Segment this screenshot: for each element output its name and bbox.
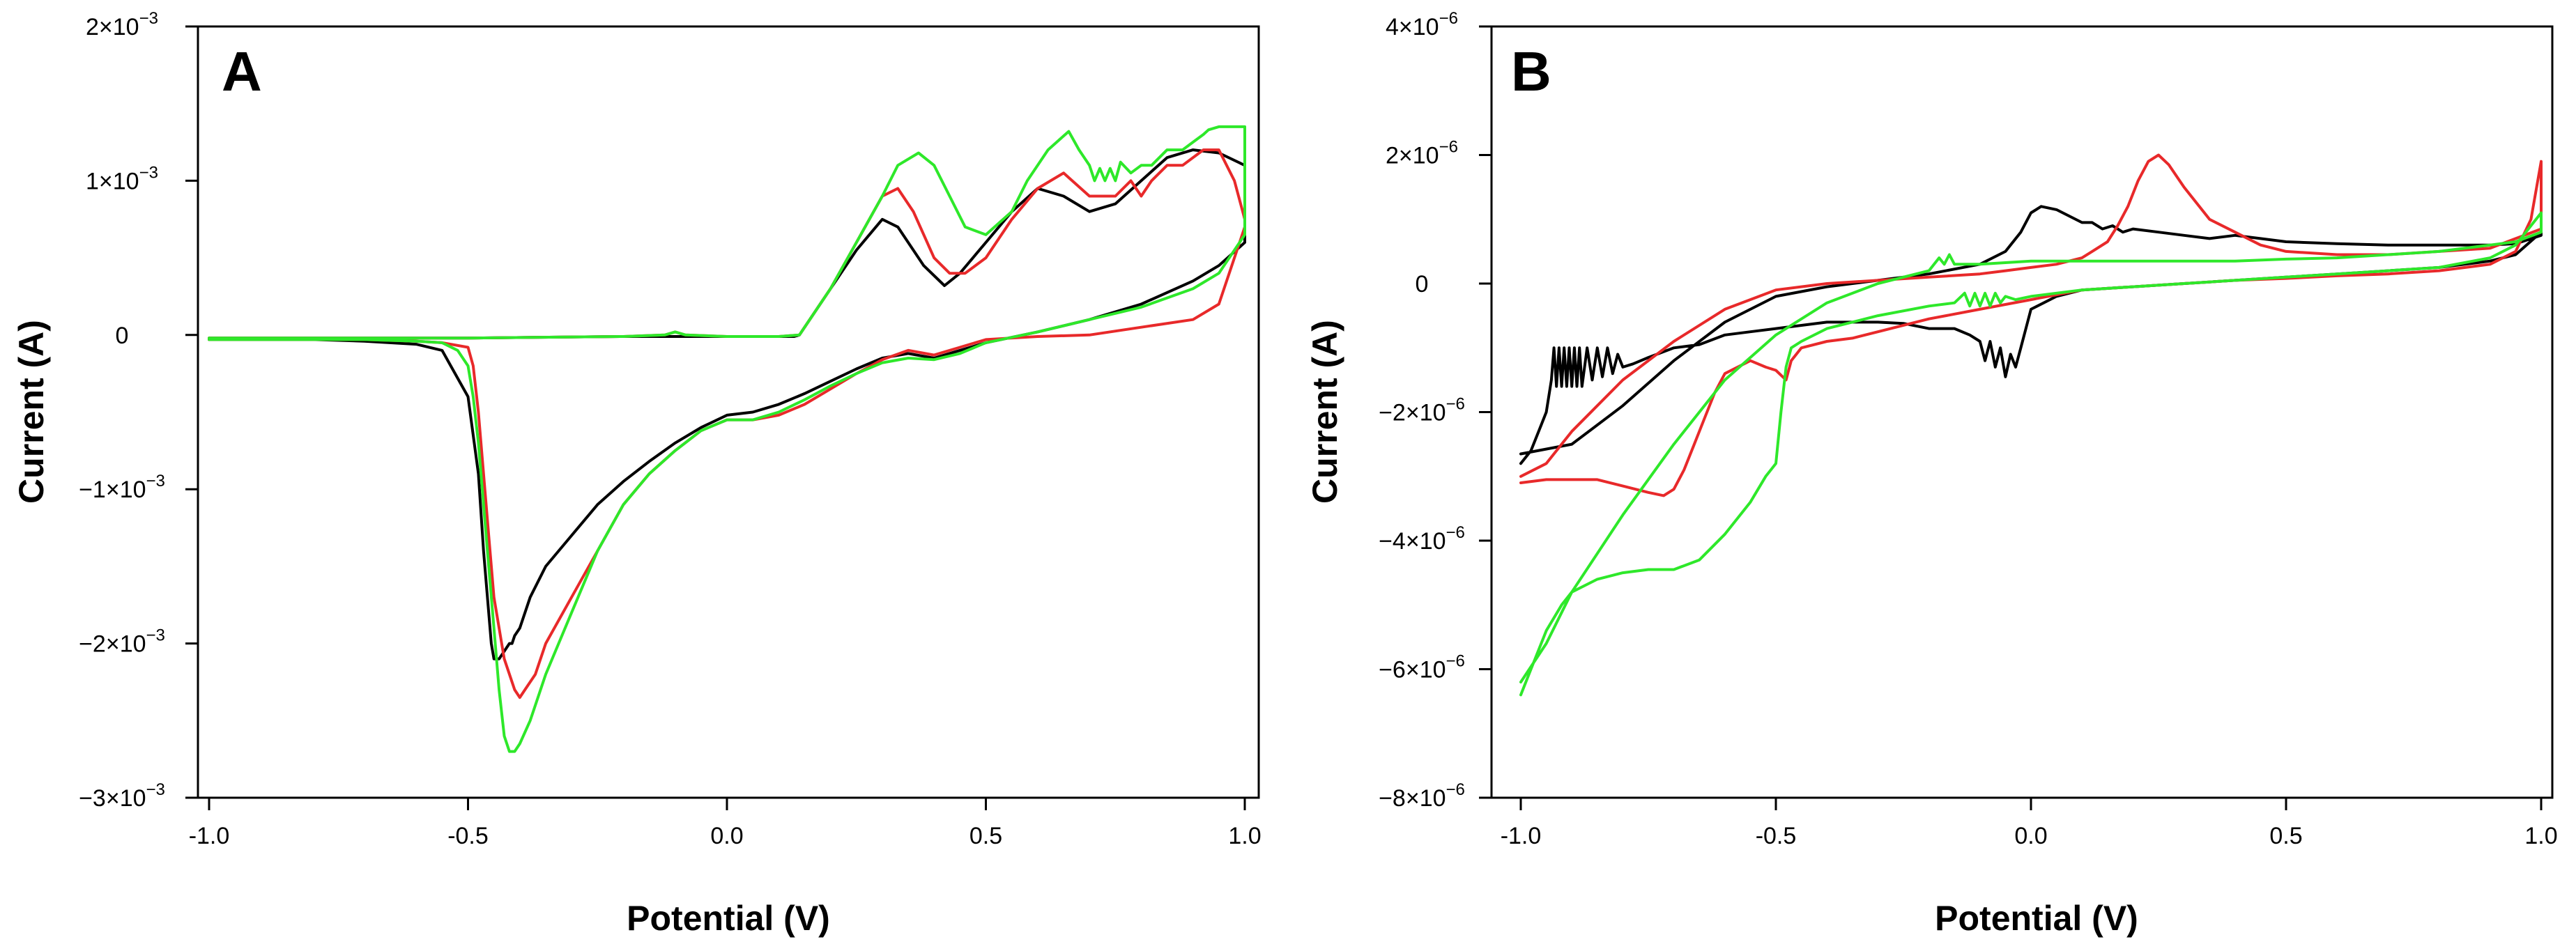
panel-b-y-tick-label: −2×10−6 xyxy=(1379,395,1465,426)
panel-a-label: A xyxy=(222,40,262,102)
panel-b-series xyxy=(1519,153,2543,697)
panel-b-y-tick-label: 2×10−6 xyxy=(1386,138,1458,169)
panel-b-y-tick-label: 4×10−6 xyxy=(1386,9,1458,40)
panel-a-series-black xyxy=(208,148,1246,660)
panel-a-x-tick-label: 0.5 xyxy=(969,823,1002,849)
panel-b-series-red xyxy=(1519,153,2543,497)
panel-a-series-green xyxy=(208,125,1246,753)
panel-a-y-tick-label: 0 xyxy=(116,323,129,349)
panel-a-x-tick-label: -1.0 xyxy=(189,823,230,849)
panel-b-x-axis-title: Potential (V) xyxy=(1935,899,2138,938)
panel-a: A -1.0 -0.5 0.0 0.5 1.0 2×10−3 1×10−3 0 −1×10−3… xyxy=(12,9,1262,938)
panel-a-plot-frame xyxy=(197,25,1260,799)
panel-b-x-tick-label: -1.0 xyxy=(1501,823,1542,849)
panel-b-series-green xyxy=(1519,211,2543,697)
panel-a-y-tick-label: −2×10−3 xyxy=(79,626,165,658)
panel-b-x-tick-label: 0.0 xyxy=(2014,823,2047,849)
panel-b-x-tick-label: 1.0 xyxy=(2524,823,2557,849)
panel-a-y-axis-title: Current (A) xyxy=(12,320,51,504)
panel-a-x-ticks: -1.0 -0.5 0.0 0.5 1.0 xyxy=(189,798,1262,849)
panel-b-x-tick-label: -0.5 xyxy=(1756,823,1797,849)
panel-b-plot-frame xyxy=(1490,25,2554,799)
panel-b-y-axis-title: Current (A) xyxy=(1305,320,1344,504)
panel-b-x-ticks: -1.0 -0.5 0.0 0.5 1.0 xyxy=(1501,798,2558,849)
panel-a-series xyxy=(208,125,1246,753)
panel-b: B -1.0 -0.5 0.0 0.5 1.0 4×10−6 2×10−6 0 −2×10−6… xyxy=(1305,9,2558,938)
panel-a-x-tick-label: 1.0 xyxy=(1228,823,1261,849)
panel-b-y-tick-label: −6×10−6 xyxy=(1379,652,1465,683)
panel-a-y-ticks: 2×10−3 1×10−3 0 −1×10−3 −2×10−3 −3×10−3 xyxy=(79,9,198,812)
panel-b-label: B xyxy=(1511,40,1551,102)
panel-b-y-tick-label: −8×10−6 xyxy=(1379,780,1465,812)
panel-a-y-tick-label: −1×10−3 xyxy=(79,472,165,503)
panel-a-y-tick-label: −3×10−3 xyxy=(79,780,165,812)
panel-b-y-tick-label: 0 xyxy=(1416,271,1429,297)
panel-a-y-tick-label: 1×10−3 xyxy=(86,163,158,194)
panel-a-x-axis-title: Potential (V) xyxy=(627,899,830,938)
panel-b-y-ticks: 4×10−6 2×10−6 0 −2×10−6 −4×10−6 −6×10−6 −8×10−… xyxy=(1379,9,1492,812)
panel-a-y-tick-label: 2×10−3 xyxy=(86,9,158,40)
panel-a-x-tick-label: -0.5 xyxy=(447,823,489,849)
panel-b-x-tick-label: 0.5 xyxy=(2269,823,2302,849)
panel-b-y-tick-label: −4×10−6 xyxy=(1379,523,1465,555)
panel-b-series-black xyxy=(1519,205,2543,465)
panel-a-series-red xyxy=(208,148,1246,699)
panel-a-x-tick-label: 0.0 xyxy=(710,823,743,849)
